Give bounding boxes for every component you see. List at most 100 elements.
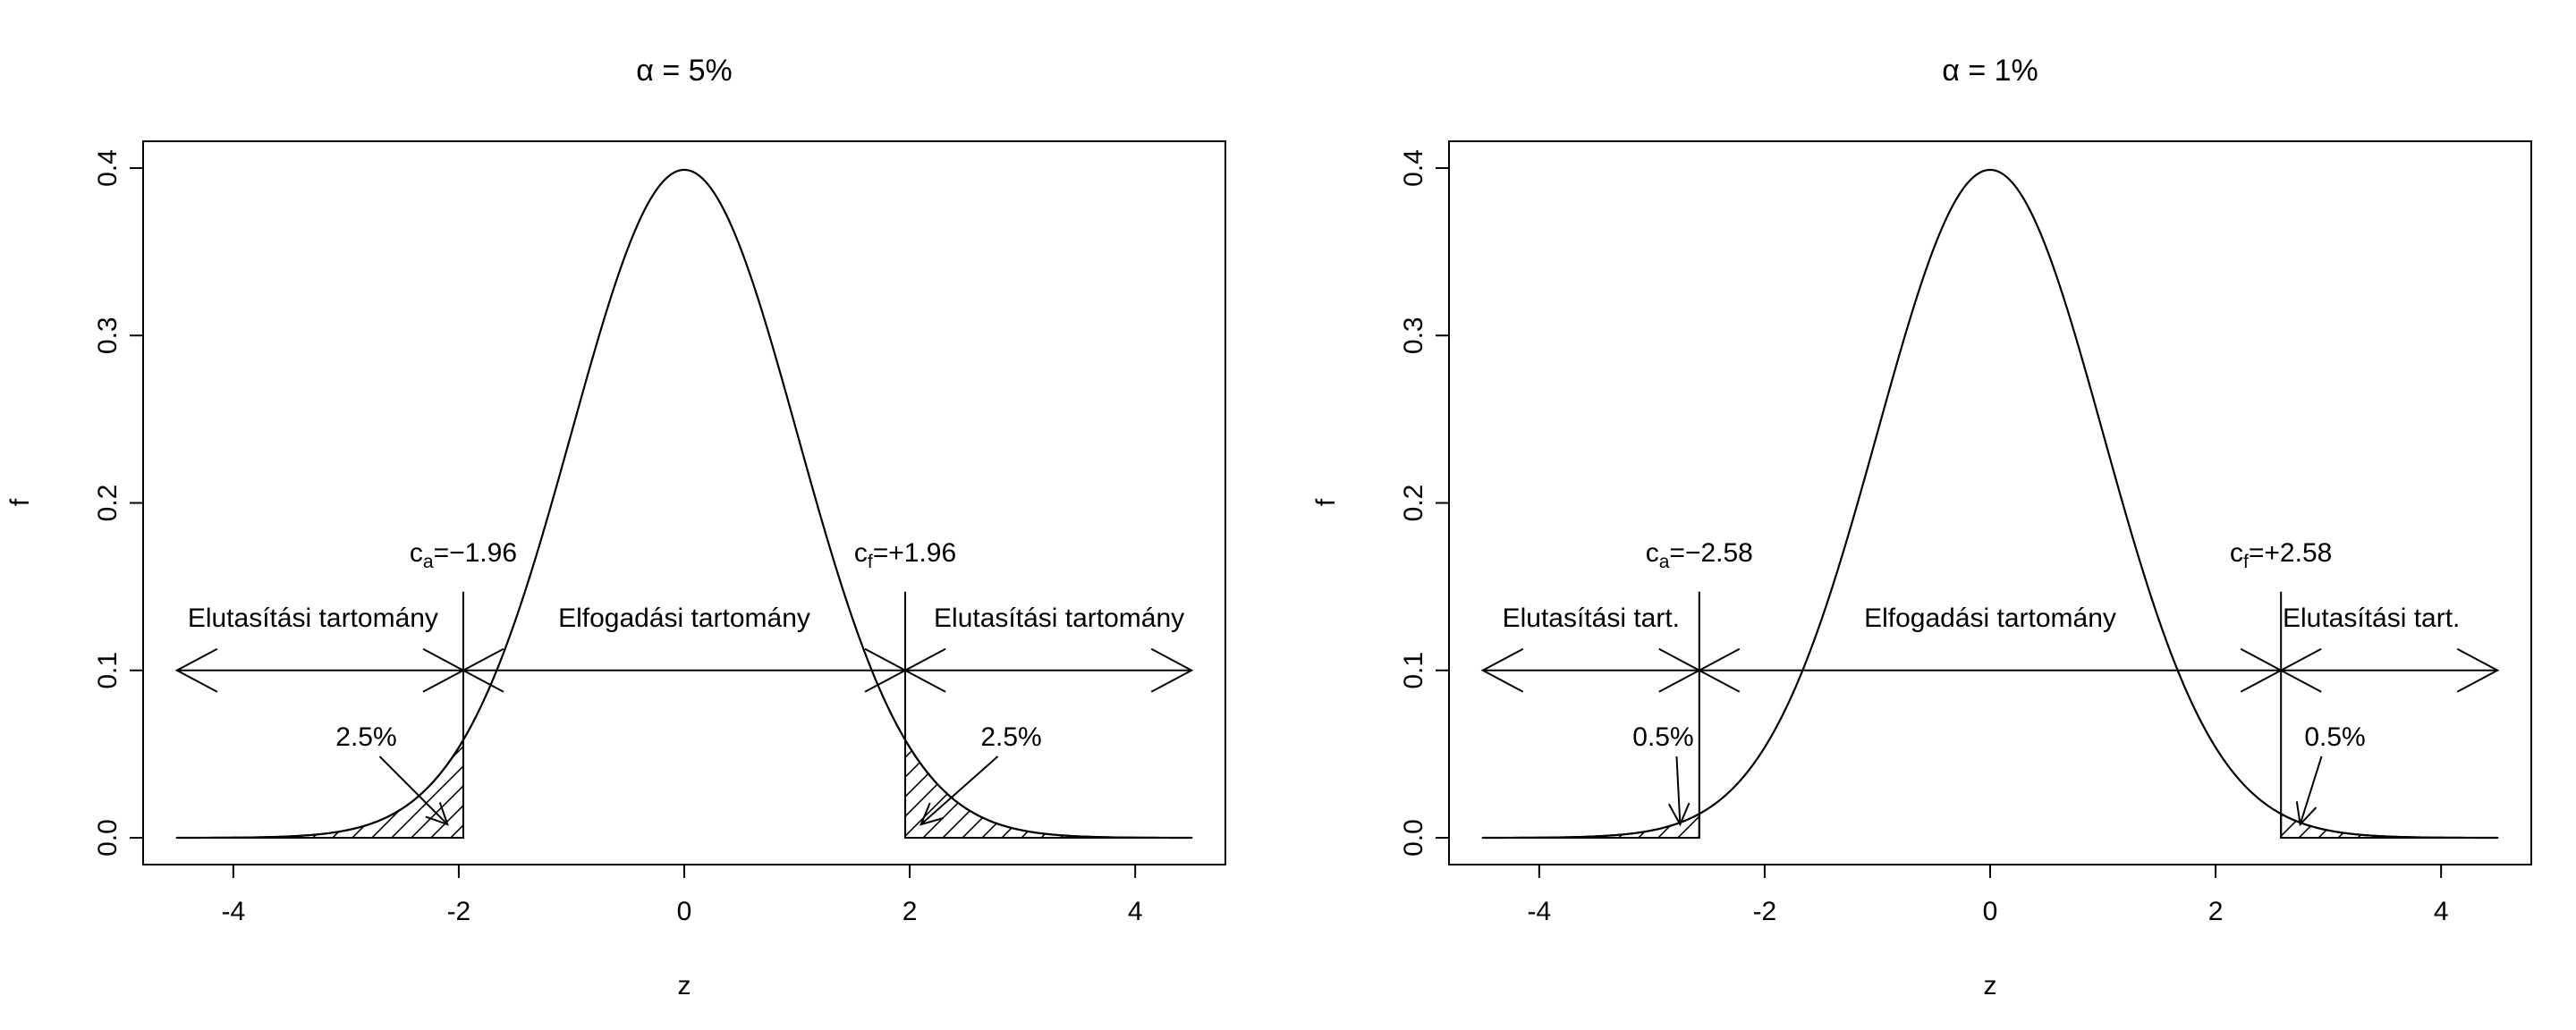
hatch-line: [176, 739, 273, 839]
hatch-line: [2555, 722, 2576, 838]
arrow-head: [461, 647, 504, 693]
hatch-line: [2161, 722, 2277, 838]
hatch-line: [1158, 739, 1192, 839]
pointer-head: [1668, 802, 1690, 827]
hatch-line: [1099, 739, 1192, 839]
hatch-line: [176, 739, 292, 839]
critical-label-right: cf=+2.58: [2230, 538, 2332, 572]
chart-panel-alpha-1: α = 1% 0.0 0.1 0.2 0.3 0.4 -4 -2 0 2 4 f z ca=−2…: [1311, 54, 2576, 1000]
hatch-line: [1875, 722, 1991, 838]
hatch-line: [2102, 722, 2218, 838]
y-tick-label: 0.0: [93, 819, 123, 857]
chart-title: α = 1%: [1942, 54, 2038, 88]
hatch-line: [391, 739, 463, 839]
hatch-line: [1482, 814, 1559, 839]
x-tick-label: 0: [1983, 897, 1998, 926]
hatch-line: [1520, 814, 1638, 839]
chart-title: α = 5%: [636, 54, 733, 88]
hatch-line: [1717, 722, 1834, 838]
y-axis-label: f: [1311, 498, 1341, 506]
hatch-line: [2535, 722, 2576, 838]
density-curve: [1482, 168, 2498, 840]
arrow-head: [1150, 647, 1194, 693]
hatch-line: [194, 739, 312, 839]
hatch-line: [1238, 722, 1354, 838]
hatch-line: [726, 722, 843, 838]
hatch-line: [1855, 722, 1971, 838]
hatch-line: [1482, 814, 1598, 839]
hatch-line: [1297, 722, 1413, 838]
hatch-line: [430, 739, 463, 839]
left-tail-region: [1481, 812, 1700, 840]
right-tail-region: [904, 736, 1193, 840]
y-tick-label: 0.3: [1399, 317, 1428, 354]
hatch-line: [176, 739, 233, 839]
tail-pointers: [1668, 756, 2323, 827]
hatch-line: [1737, 722, 1853, 838]
chart-panel-alpha-5: α = 5% 0.0 0.1 0.2 0.3 0.4 -4 -2 0 2 4 f z ca=−1…: [5, 54, 1413, 1000]
x-tick-label: -4: [221, 897, 245, 926]
region-label-left: Elutasítási tartomány: [188, 604, 438, 633]
y-axis: 0.0 0.1 0.2 0.3 0.4: [93, 149, 143, 857]
hatch-line: [1757, 722, 1873, 838]
y-tick-label: 0.4: [93, 149, 123, 187]
y-tick-label: 0.1: [93, 652, 123, 689]
arrow-head: [1697, 647, 1741, 693]
pointer-head: [2295, 801, 2318, 827]
hatch-line: [549, 722, 665, 838]
x-tick-label: 4: [1128, 897, 1143, 926]
y-tick-label: 0.4: [1399, 149, 1428, 187]
x-tick-label: 2: [2208, 897, 2224, 926]
hatch-line: [1835, 722, 1952, 838]
hatch-line: [1482, 814, 1539, 839]
region-label-center: Elfogadási tartomány: [1864, 604, 2116, 633]
hatch-line: [1178, 739, 1192, 839]
hatch-line: [2122, 722, 2238, 838]
hatch-line: [589, 722, 705, 838]
hatch-line: [2436, 814, 2498, 839]
hatch-line: [785, 722, 902, 838]
hatch-line: [1199, 722, 1315, 838]
pointer-head: [919, 802, 944, 826]
hatch-line: [530, 722, 646, 838]
region-label-center: Elfogadási tartomány: [558, 604, 810, 633]
region-label-right: Elutasítási tartomány: [934, 604, 1184, 633]
tail-pointers: [378, 756, 999, 826]
hatch-line: [2416, 814, 2498, 839]
arrow-head: [2456, 647, 2500, 693]
hatch-line: [1080, 739, 1192, 839]
hatch-line: [766, 722, 882, 838]
hatch-line: [2475, 814, 2498, 839]
critical-label-left: ca=−2.58: [1646, 538, 1753, 572]
y-axis-label: f: [5, 498, 35, 506]
hatch-line: [1119, 739, 1192, 839]
hatch-line: [1500, 814, 1618, 839]
hatch-line: [490, 722, 606, 838]
tail-label-left: 0.5%: [1632, 722, 1693, 752]
tail-label-right: 2.5%: [980, 722, 1041, 752]
hatch-line: [510, 722, 626, 838]
hatch-line: [2396, 814, 2498, 839]
y-tick-label: 0.0: [1399, 819, 1428, 857]
hatch-line: [1482, 814, 1579, 839]
hatch-line: [1677, 814, 1699, 839]
hatch-line: [905, 739, 962, 839]
density-curve: [176, 168, 1192, 840]
hatch-line: [628, 722, 744, 838]
hatch-line: [1218, 722, 1335, 838]
x-axis: -4 -2 0 2 4: [1527, 865, 2449, 926]
arrow-head: [1480, 647, 1524, 693]
x-axis-label: z: [1984, 971, 1997, 1000]
arrow-head: [902, 647, 946, 693]
left-tail-region: [175, 736, 464, 840]
pointer-head: [425, 802, 449, 826]
y-tick-label: 0.2: [1399, 485, 1428, 522]
arrow-head: [174, 647, 218, 693]
tail-label-left: 2.5%: [335, 722, 396, 752]
plot-frame: [142, 140, 1226, 865]
hatch-line: [470, 722, 587, 838]
hatch-line: [411, 739, 463, 839]
right-tail-hatch: [726, 722, 1413, 839]
hatch-line: [214, 739, 332, 839]
